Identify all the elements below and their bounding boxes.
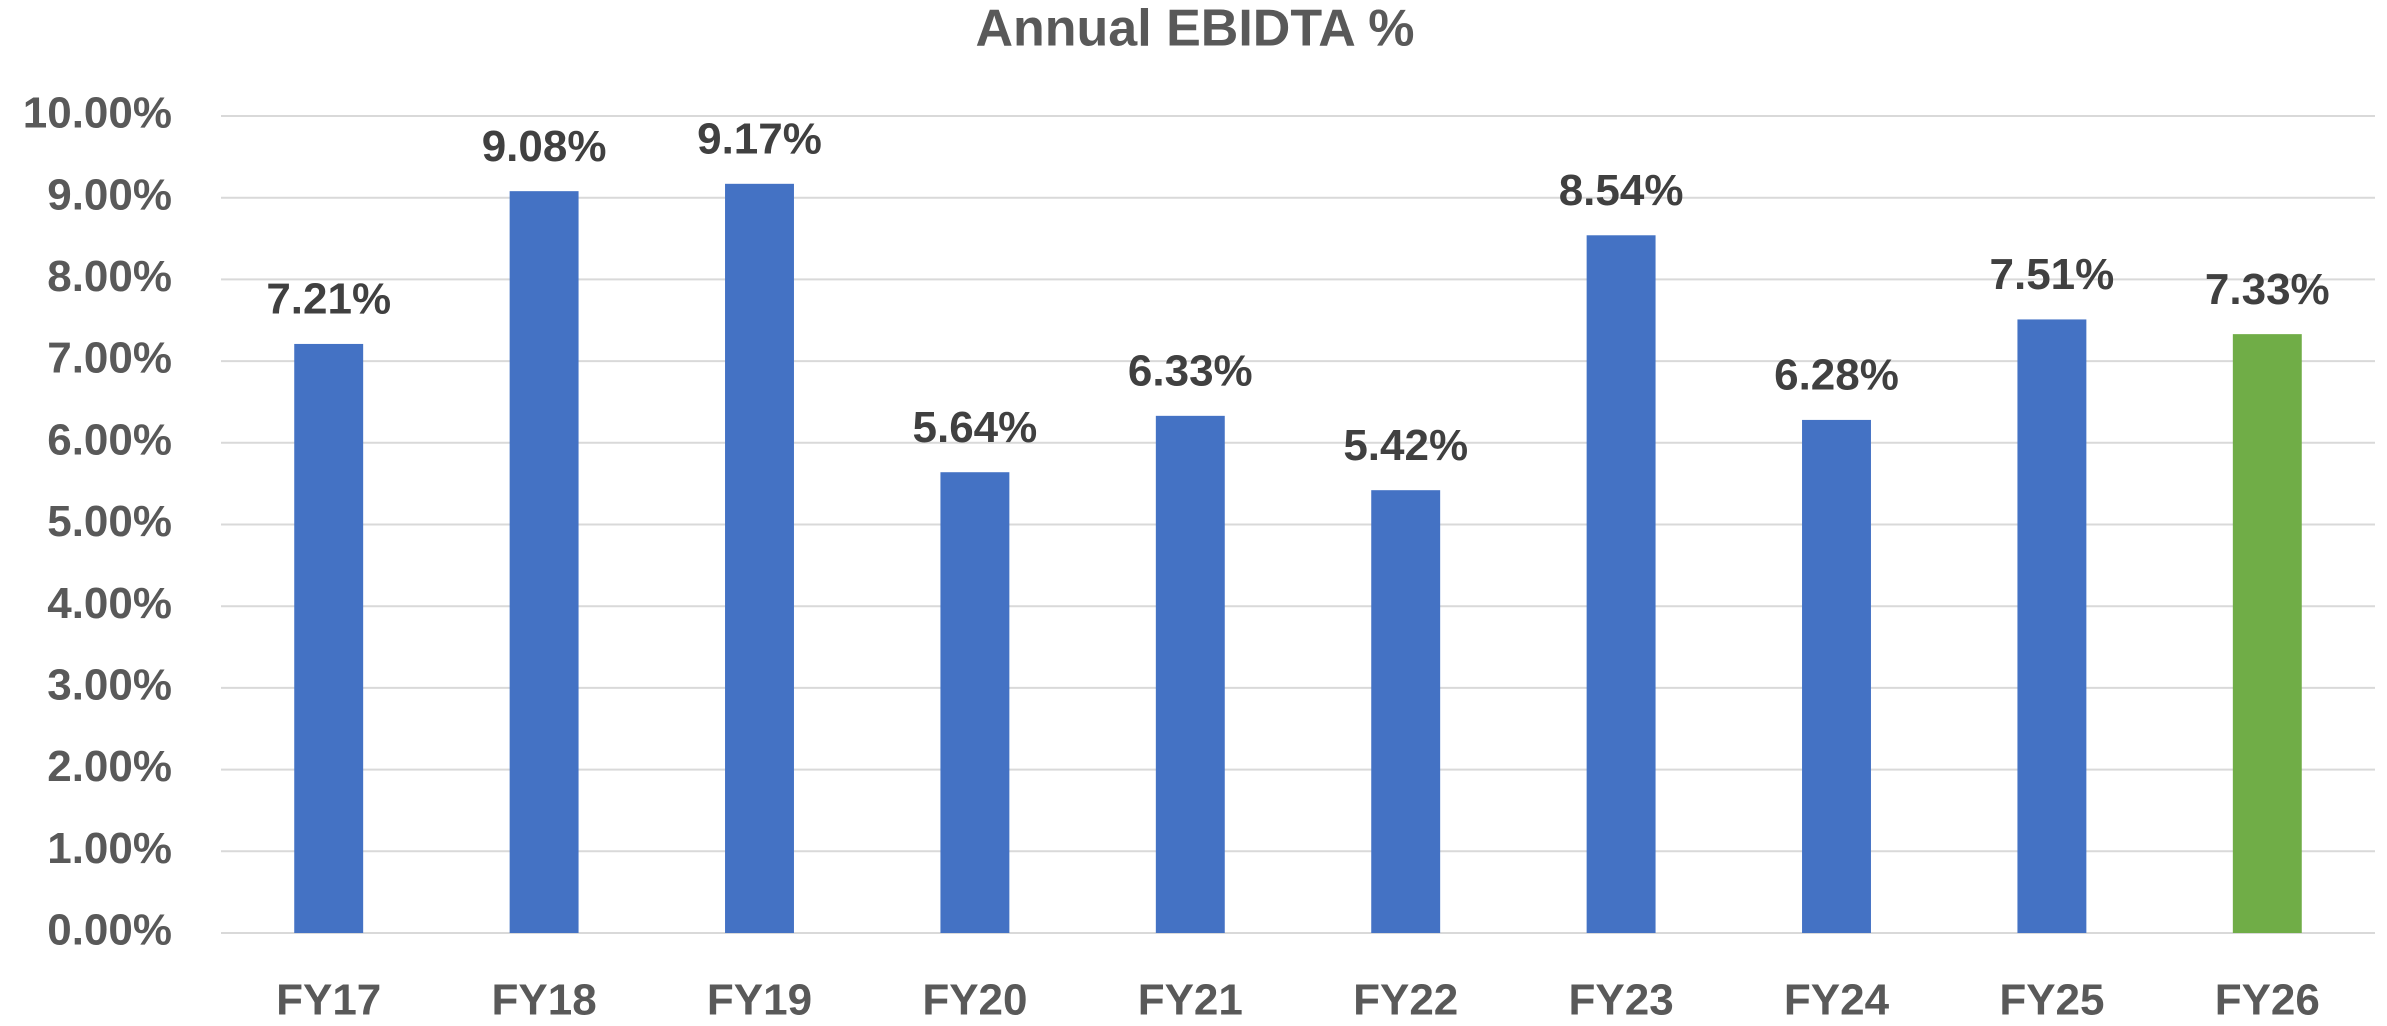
data-label: 5.42% xyxy=(1343,421,1468,470)
bar xyxy=(2232,334,2302,933)
y-tick-label: 2.00% xyxy=(47,742,172,791)
data-label: 9.08% xyxy=(482,122,607,171)
bar xyxy=(1802,419,1871,933)
x-tick-label: FY22 xyxy=(1353,976,1458,1025)
y-tick-label: 6.00% xyxy=(47,415,172,464)
x-tick-label: FY17 xyxy=(276,976,381,1025)
data-label: 7.33% xyxy=(2205,265,2330,314)
data-label: 8.54% xyxy=(1559,166,1684,215)
y-tick-label: 4.00% xyxy=(47,579,172,628)
bar xyxy=(1371,490,1441,933)
data-label: 9.17% xyxy=(697,114,822,163)
x-tick-label: FY18 xyxy=(492,976,597,1025)
y-tick-label: 7.00% xyxy=(47,334,172,383)
x-tick-label: FY20 xyxy=(922,976,1027,1025)
data-label: 7.51% xyxy=(1990,250,2115,299)
bar xyxy=(509,191,579,933)
y-tick-label: 10.00% xyxy=(23,89,172,138)
y-tick-label: 5.00% xyxy=(47,497,172,546)
bar xyxy=(1155,415,1225,933)
y-tick-label: 3.00% xyxy=(47,661,172,710)
x-tick-label: FY19 xyxy=(707,976,812,1025)
x-tick-label: FY23 xyxy=(1569,976,1674,1025)
x-tick-label: FY21 xyxy=(1138,976,1243,1025)
data-label: 6.33% xyxy=(1128,346,1253,395)
bar xyxy=(1586,235,1656,934)
bar xyxy=(940,472,1010,933)
bar xyxy=(294,343,364,933)
bar xyxy=(2017,319,2087,934)
x-tick-label: FY25 xyxy=(1999,976,2104,1025)
x-tick-label: FY24 xyxy=(1784,976,1890,1025)
data-label: 7.21% xyxy=(266,275,391,324)
data-label: 5.64% xyxy=(913,403,1038,452)
y-tick-label: 1.00% xyxy=(47,824,172,873)
data-label: 6.28% xyxy=(1774,351,1899,400)
bar xyxy=(725,183,794,933)
chart-title: Annual EBIDTA % xyxy=(975,0,1414,58)
x-tick-label: FY26 xyxy=(2215,976,2320,1025)
y-tick-label: 9.00% xyxy=(47,170,172,219)
y-tick-label: 0.00% xyxy=(47,906,172,955)
y-tick-label: 8.00% xyxy=(47,252,172,301)
